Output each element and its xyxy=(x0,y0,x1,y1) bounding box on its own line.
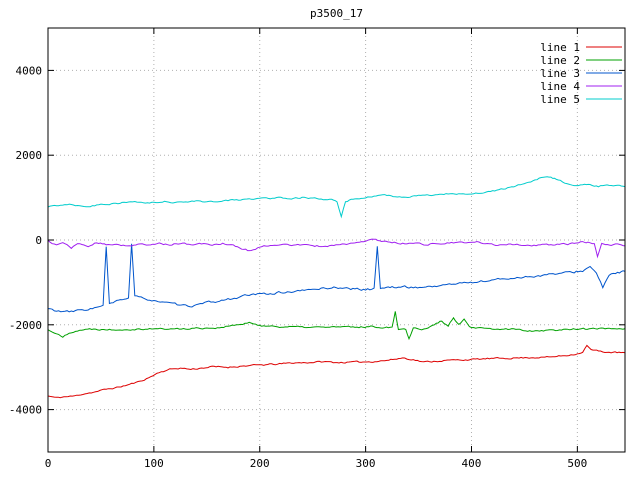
series-line-2 xyxy=(47,311,626,341)
y-tick-label: -4000 xyxy=(9,404,42,417)
x-tick-label: 200 xyxy=(250,457,270,470)
y-tick-label: 4000 xyxy=(16,64,43,77)
legend-label-line-2: line 2 xyxy=(540,54,580,67)
series-line-1 xyxy=(47,344,626,399)
x-tick-label: 500 xyxy=(567,457,587,470)
legend-label-line-1: line 1 xyxy=(540,41,580,54)
legend-label-line-4: line 4 xyxy=(540,80,580,93)
legend-label-line-3: line 3 xyxy=(540,67,580,80)
y-tick-label: 2000 xyxy=(16,149,43,162)
y-tick-label: -2000 xyxy=(9,319,42,332)
series-line-4 xyxy=(47,238,626,259)
x-tick-label: 100 xyxy=(144,457,164,470)
x-tick-label: 300 xyxy=(356,457,376,470)
y-tick-label: 0 xyxy=(35,234,42,247)
x-tick-label: 400 xyxy=(462,457,482,470)
chart-title: p3500_17 xyxy=(310,7,363,20)
legend-label-line-5: line 5 xyxy=(540,93,580,106)
series-line-5 xyxy=(47,176,626,219)
x-tick-label: 0 xyxy=(45,457,52,470)
series-line-3 xyxy=(47,243,626,313)
